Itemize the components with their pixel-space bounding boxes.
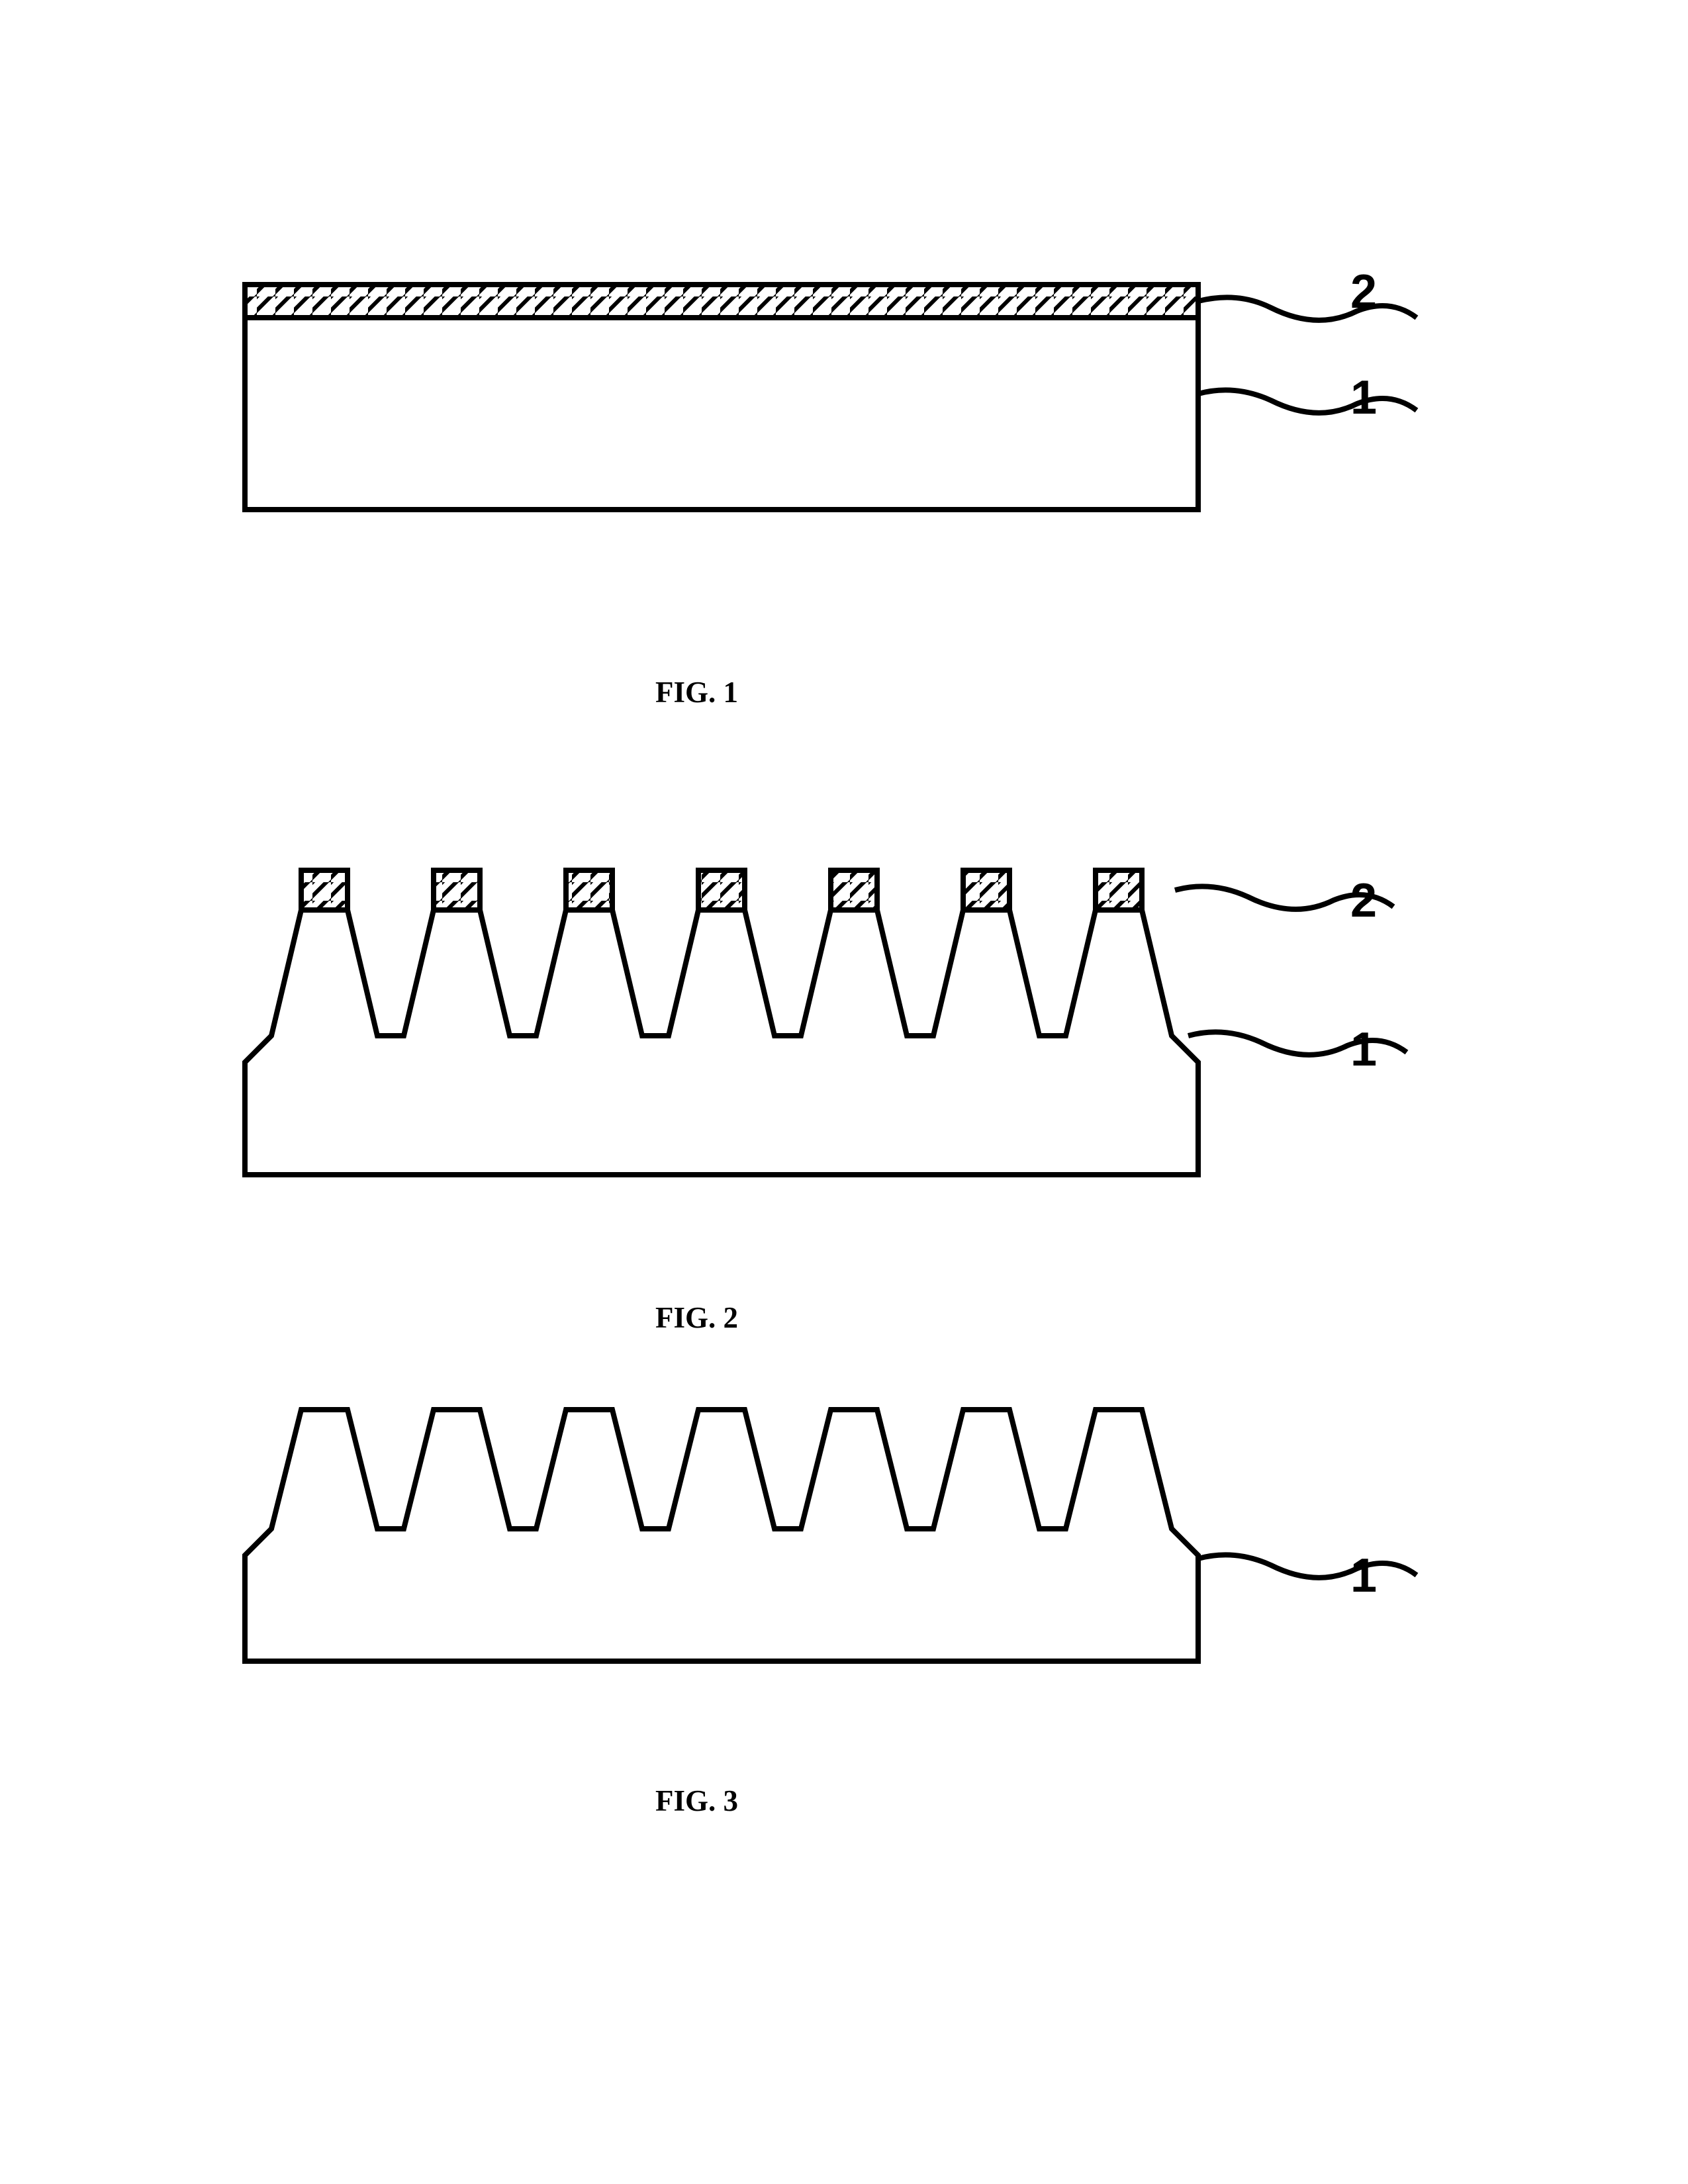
fig2-cap — [698, 870, 745, 910]
fig2-cap — [434, 870, 480, 910]
fig2-cap — [301, 870, 348, 910]
fig3-leader-1 — [1198, 1555, 1417, 1577]
fig2-cap — [566, 870, 612, 910]
fig2-cap — [1096, 870, 1142, 910]
fig3-body — [245, 1410, 1198, 1661]
fig1-svg — [238, 278, 1450, 543]
fig2-body — [245, 910, 1198, 1175]
fig1-ref-2: 2 — [1350, 265, 1377, 319]
page: { "page": { "width": 2550, "height": 330… — [0, 0, 1688, 2184]
fig1-ref-1: 1 — [1350, 371, 1377, 425]
fig2-svg — [238, 864, 1450, 1195]
fig2-cap — [963, 870, 1009, 910]
fig2-ref-1: 1 — [1350, 1023, 1377, 1077]
fig3-caption: FIG. 3 — [655, 1784, 738, 1818]
fig2-caps-group — [301, 870, 1142, 910]
fig1-caption: FIG. 1 — [655, 675, 738, 709]
fig2-cap — [831, 870, 877, 910]
fig1-leader-2 — [1198, 297, 1417, 320]
fig2-caption: FIG. 2 — [655, 1300, 738, 1335]
fig3-ref-1: 1 — [1350, 1549, 1377, 1603]
fig1-leader-1 — [1198, 390, 1417, 412]
fig2-ref-2: 2 — [1350, 874, 1377, 928]
fig1-substrate — [245, 318, 1198, 510]
fig1-top-layer — [245, 285, 1198, 318]
fig3-svg — [238, 1396, 1450, 1681]
